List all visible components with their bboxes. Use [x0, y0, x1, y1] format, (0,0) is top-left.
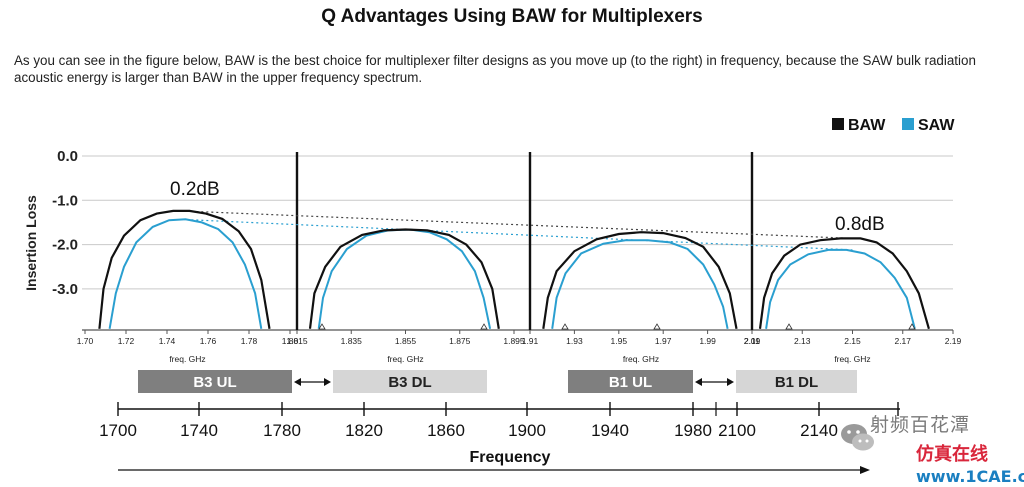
trend-line-baw	[181, 210, 853, 239]
band-edge-marker	[318, 323, 326, 330]
band-label: B1 DL	[775, 374, 818, 391]
arrow-head-right	[324, 378, 331, 386]
x-tick-label: 2.15	[844, 336, 861, 346]
x-tick-label: 2.17	[894, 336, 911, 346]
x-tick-label: 1.97	[655, 336, 672, 346]
baw-curve	[308, 228, 500, 329]
intro-paragraph: As you can see in the figure below, BAW …	[14, 53, 976, 85]
legend-label-baw: BAW	[848, 117, 886, 134]
baw-curve	[542, 231, 738, 330]
x-tick-label: 1.70	[77, 336, 94, 346]
arrow-head-left	[695, 378, 702, 386]
frequency-tick-label: 2140	[800, 421, 838, 440]
band-edge-marker	[653, 323, 661, 330]
band-edge-marker	[480, 323, 488, 330]
baw-curve	[98, 209, 271, 329]
frequency-tick-label: 2100	[718, 421, 756, 440]
x-tick-label: 1.91	[522, 336, 539, 346]
x-tick-label: 1.74	[159, 336, 176, 346]
watermark-line1: 射频百花潭	[870, 414, 971, 436]
band-bar-b3-ul	[138, 370, 292, 393]
x-tick-label: 1.78	[241, 336, 258, 346]
frequency-tick-label: 1900	[508, 421, 546, 440]
frequency-axis-label: Frequency	[470, 449, 551, 466]
x-tick-label: 1.895	[503, 336, 525, 346]
band-bar-b1-ul	[568, 370, 693, 393]
watermark-line2: 仿真在线 www.1CAE.com	[916, 440, 1024, 487]
x-tick-label: 2.13	[794, 336, 811, 346]
y-axis-label: Insertion Loss	[23, 195, 39, 291]
x-tick-label: 1.855	[395, 336, 417, 346]
arrow-head-right	[727, 378, 734, 386]
y-tick-label: -3.0	[52, 281, 78, 298]
band-bar-b1-dl	[736, 370, 857, 393]
frequency-arrow-head	[860, 466, 870, 474]
watermark	[838, 412, 1024, 476]
x-tick-label: 1.72	[118, 336, 135, 346]
page-title: Q Advantages Using BAW for Multiplexers	[321, 6, 703, 27]
frequency-tick-label: 1980	[674, 421, 712, 440]
x-axis-label: freq. GHz	[387, 354, 423, 364]
x-axes: 1.70 1.72 1.74 1.76 1.78 1.80 freq. GHz 1.815 1.…	[77, 330, 962, 364]
x-tick-label: 2.19	[945, 336, 962, 346]
x-axis-label: freq. GHz	[623, 354, 659, 364]
trend-line-saw	[181, 218, 853, 251]
annotation-0-2db: 0.2dB	[170, 179, 220, 200]
x-tick-label: 1.815	[286, 336, 308, 346]
band-label: B3 DL	[388, 374, 431, 391]
watermark-site: www.1CAE.com	[916, 467, 1024, 486]
x-tick-label: 1.99	[699, 336, 716, 346]
frequency-tick-label: 1740	[180, 421, 218, 440]
annotations: 0.2dB 0.8dB	[170, 179, 916, 330]
x-tick-label: 1.80	[282, 336, 299, 346]
legend: BAW SAW	[832, 117, 955, 134]
band-edge-marker	[908, 323, 916, 330]
band-label: B1 UL	[609, 374, 652, 391]
peak-trend-lines	[181, 210, 853, 251]
x-tick-label: 1.95	[611, 336, 628, 346]
frequency-tick-label: 1820	[345, 421, 383, 440]
grid	[82, 152, 953, 331]
frequency-tick-label: 1860	[427, 421, 465, 440]
frequency-tick-label: 1940	[591, 421, 629, 440]
wechat-icon	[841, 424, 874, 451]
legend-label-saw: SAW	[918, 117, 955, 134]
y-tick-label: 0.0	[57, 148, 78, 165]
arrow-head-left	[294, 378, 301, 386]
saw-curve	[108, 218, 263, 329]
x-tick-label: 2.11	[744, 336, 760, 346]
baw-curve	[758, 237, 930, 330]
legend-swatch-baw	[832, 118, 844, 130]
y-axis: 0.0 -1.0 -2.0 -3.0 Insertion Loss	[23, 148, 78, 298]
band-edge-marker	[561, 323, 569, 330]
saw-curve	[765, 248, 916, 330]
frequency-axis: 1700 1740 1780 1820 1860 1900 1940 1980 2100 2140…	[99, 402, 900, 474]
watermark-cn: 仿真在线	[916, 444, 988, 465]
frequency-tick-label: 1780	[263, 421, 301, 440]
x-axis-label: freq. GHz	[169, 354, 205, 364]
x-axis-label: freq. GHz	[834, 354, 870, 364]
x-tick-label: 1.93	[566, 336, 583, 346]
legend-swatch-saw	[902, 118, 914, 130]
x-tick-label: 1.76	[200, 336, 217, 346]
saw-curve	[551, 239, 729, 329]
y-tick-label: -1.0	[52, 192, 78, 209]
x-tick-label: 2.09	[744, 336, 761, 346]
band-edge-marker	[785, 323, 793, 330]
band-label: B3 UL	[193, 374, 236, 391]
x-tick-label: 1.835	[341, 336, 363, 346]
curves	[98, 209, 930, 330]
annotation-0-8db: 0.8dB	[835, 214, 885, 235]
x-tick-label: 1.875	[449, 336, 471, 346]
frequency-tick-label: 1700	[99, 421, 137, 440]
band-bars: B3 UL B3 DL B1 UL B1 DL	[138, 370, 857, 393]
band-bar-b3-dl	[333, 370, 487, 393]
y-tick-label: -2.0	[52, 237, 78, 254]
